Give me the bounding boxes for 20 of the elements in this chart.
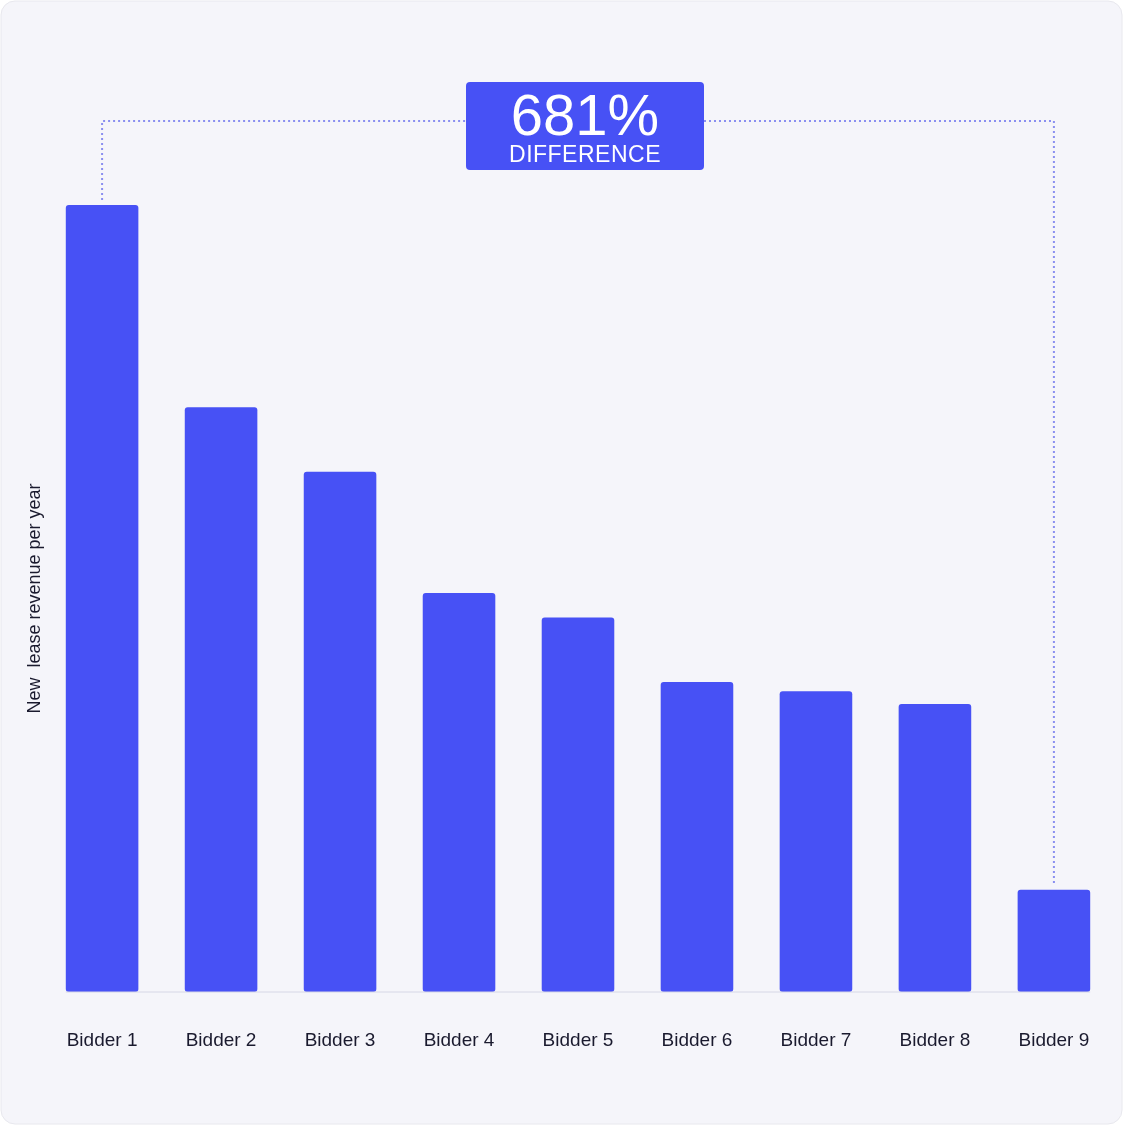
- bar: [422, 592, 496, 992]
- bar: [1017, 889, 1091, 992]
- x-tick-label: Bidder 2: [185, 1029, 257, 1050]
- bar: [541, 617, 615, 992]
- x-tick-label: Bidder 7: [780, 1029, 852, 1050]
- x-tick-label: Bidder 4: [423, 1029, 495, 1050]
- bar: [65, 205, 139, 992]
- bar: [779, 691, 853, 992]
- x-tick-label: Bidder 9: [1018, 1029, 1090, 1050]
- x-tick-label: Bidder 6: [661, 1029, 733, 1050]
- bar: [184, 407, 258, 992]
- y-axis-title: New lease revenue per year: [24, 483, 44, 714]
- x-tick-label: Bidder 3: [304, 1029, 376, 1050]
- x-tick-label: Bidder 5: [542, 1029, 614, 1050]
- x-tick-label: Bidder 1: [66, 1029, 138, 1050]
- bar: [303, 471, 377, 992]
- x-tick-label: Bidder 8: [899, 1029, 971, 1050]
- bar: [898, 703, 972, 992]
- text: DIFFERENCE: [509, 141, 661, 167]
- bar: [660, 681, 734, 992]
